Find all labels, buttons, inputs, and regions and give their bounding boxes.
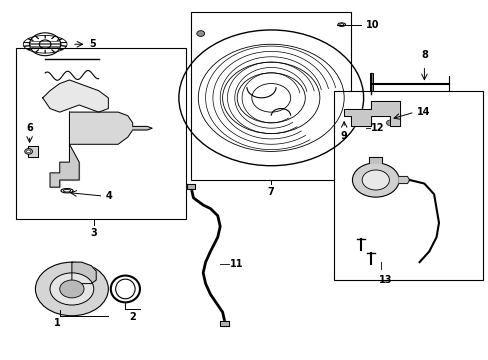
Circle shape	[362, 170, 388, 190]
Polygon shape	[132, 126, 152, 130]
Text: 13: 13	[378, 275, 391, 285]
Text: 12: 12	[370, 123, 384, 133]
Text: 8: 8	[420, 50, 427, 60]
Text: 2: 2	[129, 312, 136, 322]
Circle shape	[60, 280, 84, 298]
Text: 6: 6	[26, 123, 33, 133]
Polygon shape	[344, 102, 399, 126]
Text: 1: 1	[54, 318, 61, 328]
Circle shape	[25, 149, 32, 154]
Text: 11: 11	[229, 259, 243, 269]
Text: 5: 5	[89, 39, 96, 49]
Bar	[16, 48, 186, 219]
Polygon shape	[398, 176, 409, 184]
Circle shape	[338, 110, 349, 118]
Circle shape	[27, 150, 30, 153]
Circle shape	[362, 120, 369, 126]
Ellipse shape	[116, 279, 135, 299]
Bar	[334, 91, 482, 280]
Circle shape	[344, 109, 352, 115]
Bar	[191, 12, 351, 180]
Polygon shape	[28, 146, 38, 157]
Circle shape	[386, 120, 393, 126]
Text: 7: 7	[267, 187, 274, 197]
Circle shape	[35, 262, 108, 316]
Circle shape	[352, 163, 398, 197]
Polygon shape	[220, 321, 228, 327]
Polygon shape	[69, 112, 132, 144]
Text: 10: 10	[366, 19, 379, 30]
Circle shape	[50, 273, 94, 305]
Text: 14: 14	[416, 107, 430, 117]
Text: 9: 9	[340, 131, 347, 141]
Polygon shape	[42, 80, 108, 112]
Ellipse shape	[337, 23, 345, 26]
Text: 3: 3	[90, 228, 97, 238]
Ellipse shape	[339, 24, 343, 26]
Circle shape	[197, 31, 204, 36]
Circle shape	[341, 112, 346, 116]
Polygon shape	[187, 184, 195, 189]
Polygon shape	[72, 262, 96, 284]
Text: 4: 4	[106, 191, 112, 201]
Polygon shape	[50, 144, 79, 187]
Polygon shape	[369, 73, 372, 94]
